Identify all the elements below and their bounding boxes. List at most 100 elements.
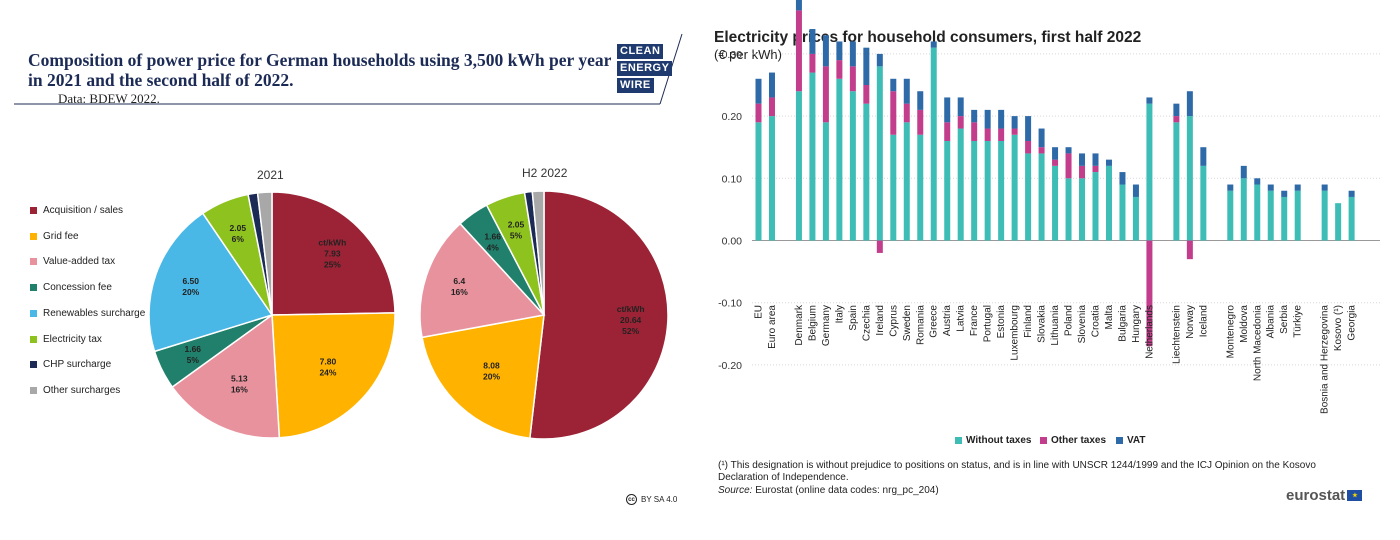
x-tick-label: Bulgaria	[1117, 305, 1128, 342]
legend-swatch	[30, 258, 37, 266]
legend-swatch	[30, 386, 37, 394]
x-tick-label: Sweden	[902, 305, 913, 341]
bar-segment	[1348, 190, 1355, 197]
pie-legend-item: Renewables surcharge	[30, 308, 145, 319]
x-tick-label: Türkiye	[1293, 305, 1304, 338]
x-tick-label: Netherlands	[1144, 305, 1155, 359]
legend-swatch	[30, 335, 37, 343]
bar-segment	[1079, 153, 1086, 166]
bar-segment	[1146, 97, 1153, 104]
bar-segment	[1267, 184, 1274, 191]
x-tick-label: Romania	[915, 305, 926, 345]
pie-legend-item: Value-added tax	[30, 256, 115, 267]
legend-swatch	[30, 361, 37, 369]
x-tick-label: Belgium	[807, 305, 818, 341]
x-tick-label: France	[969, 305, 980, 337]
cc-icon: cc	[626, 494, 637, 505]
pie-data-label: 1.66	[484, 231, 501, 241]
x-tick-label: Greece	[929, 305, 940, 338]
bar-segment	[984, 128, 991, 141]
bar-segment	[1132, 184, 1139, 197]
bar-segment	[1092, 172, 1099, 241]
license-text: BY SA 4.0	[641, 495, 678, 504]
bar-segment	[1186, 91, 1193, 117]
pie-slice	[271, 312, 396, 439]
bar-legend-item: Other taxes	[1040, 435, 1106, 446]
legend-swatch	[1116, 437, 1123, 444]
x-tick-label: North Macedonia	[1252, 305, 1263, 382]
pie-slice	[421, 314, 545, 440]
pie-data-label: 8.08	[483, 361, 500, 371]
bar-segment	[1132, 196, 1139, 241]
pie-data-label: 25%	[324, 260, 341, 270]
license-badge: cc BY SA 4.0	[626, 494, 677, 505]
bar-segment	[822, 122, 829, 241]
bar-segment	[849, 66, 856, 92]
bar-segment	[1281, 196, 1288, 241]
bar-segment	[957, 97, 964, 117]
bar-segment	[1173, 103, 1180, 117]
bar-segment	[917, 134, 924, 241]
y-tick-label: -0.20	[718, 360, 742, 372]
pie-legend-item: Concession fee	[30, 282, 112, 293]
pie-slice	[256, 191, 273, 316]
bar-segment	[957, 116, 964, 129]
pie-legend-item: Acquisition / sales	[30, 205, 123, 216]
bar-segment	[1038, 147, 1045, 154]
x-tick-label: Estonia	[996, 305, 1007, 339]
bar-segment	[903, 122, 910, 241]
x-tick-label: Malta	[1104, 305, 1115, 330]
bar-segment	[1200, 147, 1207, 166]
bar-segment	[1052, 165, 1059, 241]
bar-segment	[1038, 153, 1045, 241]
legend-swatch	[30, 232, 37, 240]
bar-segment	[1079, 165, 1086, 179]
x-tick-label: Slovenia	[1077, 305, 1088, 344]
bar-chart-unit: (€ per kWh)	[714, 47, 782, 62]
bar-segment	[1079, 178, 1086, 241]
bar-segment	[1321, 190, 1328, 241]
bar-segment	[1092, 153, 1099, 166]
x-tick-label: Luxembourg	[1010, 305, 1021, 361]
pie-legend-item: Other surcharges	[30, 385, 120, 396]
bar-segment	[822, 66, 829, 123]
x-tick-label: Spain	[848, 305, 859, 331]
legend-label: Renewables surcharge	[43, 307, 146, 319]
pie-data-label: 6.50	[182, 276, 199, 286]
bar-segment	[1335, 203, 1342, 241]
bar-segment	[809, 53, 816, 73]
legend-label: CHP surcharge	[43, 359, 112, 371]
x-tick-label: Montenegro	[1225, 305, 1236, 359]
y-tick-label: 0.30	[722, 49, 743, 61]
bar-segment	[1105, 165, 1112, 241]
bar-segment	[876, 53, 883, 67]
x-tick-label: Ireland	[875, 305, 886, 336]
pie-data-label: 5.13	[231, 373, 248, 383]
bar-segment	[957, 128, 964, 241]
x-tick-label: Slovakia	[1037, 305, 1048, 343]
bar-segment	[917, 109, 924, 135]
legend-label: Concession fee	[43, 282, 112, 294]
bar-segment	[876, 240, 883, 253]
left-chart-subtitle: Data: BDEW 2022.	[58, 91, 160, 106]
bar-segment	[1065, 178, 1072, 241]
x-tick-label: Croatia	[1091, 305, 1102, 338]
pie-slice	[531, 190, 545, 316]
bar-segment	[1146, 240, 1153, 347]
pie-data-label: 24%	[319, 367, 336, 377]
bar-segment	[890, 78, 897, 92]
legend-swatch	[1040, 437, 1047, 444]
eurostat-panel: Electricity prices for household consume…	[700, 0, 1400, 540]
pie-data-label: 4%	[487, 242, 500, 252]
pie-slice	[171, 313, 281, 439]
pie-data-label: 7.93	[324, 249, 341, 259]
bar-segment	[809, 29, 816, 54]
bar-segment	[849, 91, 856, 241]
bar-segment	[1294, 190, 1301, 241]
x-tick-label: Latvia	[956, 305, 967, 332]
x-tick-label: Serbia	[1279, 305, 1290, 334]
clean-energy-wire-logo: CLEAN ENERGY WIRE	[617, 44, 673, 95]
bar-segment	[1227, 184, 1234, 191]
source-line: Source: Eurostat (online data codes: nrg…	[718, 485, 939, 496]
bar-segment	[971, 109, 978, 123]
